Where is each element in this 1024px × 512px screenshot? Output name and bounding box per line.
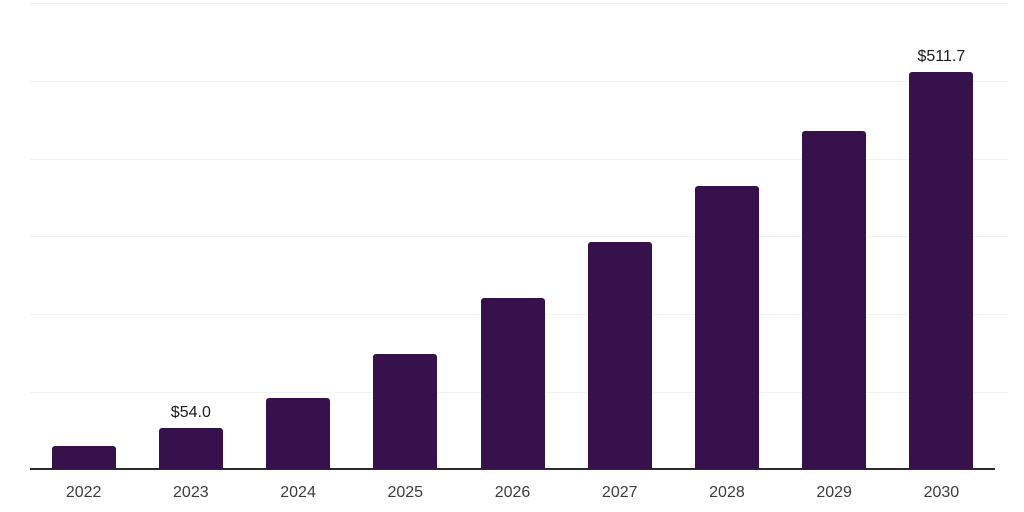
x-tick-label-2022: 2022 [65, 484, 102, 501]
x-tick-label-2029: 2029 [816, 484, 852, 501]
bar-value-label-2030: $511.7 [917, 47, 966, 65]
x-tick-label-2024: 2024 [280, 484, 316, 501]
bar-2029 [802, 130, 867, 470]
bar-2027 [587, 242, 652, 470]
x-tick-label-2028: 2028 [709, 484, 745, 501]
bar-value-label-2023: $54.0 [170, 403, 211, 421]
bar-2022 [51, 446, 116, 470]
bar-2030 [909, 71, 974, 470]
bar-2024 [266, 397, 331, 470]
gridline-500 [30, 80, 1008, 82]
x-tick-label-2026: 2026 [494, 484, 531, 501]
bar-2028 [694, 186, 759, 470]
x-tick-label-2023: 2023 [173, 484, 209, 501]
gridline-600 [30, 3, 1008, 4]
x-tick-label-2025: 2025 [387, 484, 424, 501]
bar-2025 [373, 354, 438, 470]
bar-2026 [480, 297, 545, 470]
x-tick-label-2027: 2027 [601, 484, 638, 501]
x-tick-label-2030: 2030 [923, 484, 960, 501]
bar-2023 [158, 427, 223, 470]
